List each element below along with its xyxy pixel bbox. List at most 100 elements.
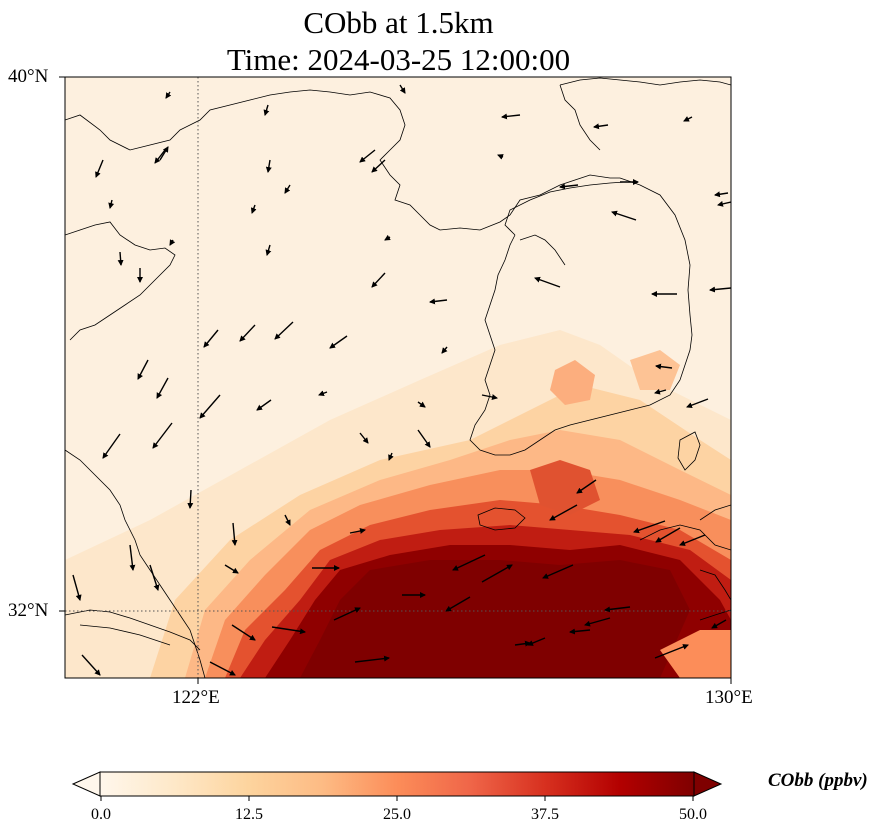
wind-arrow: [683, 116, 693, 122]
wind-arrow: [263, 104, 270, 116]
wind-arrow: [654, 388, 667, 395]
wind-arrow: [108, 199, 115, 209]
wind-arrow: [231, 522, 238, 546]
concentration-field: [65, 77, 731, 678]
wind-arrow: [371, 159, 386, 173]
axis-ticks: [59, 76, 732, 684]
wind-arrow: [72, 574, 82, 601]
colorbar-extend-min: [71, 771, 101, 797]
wind-arrow: [349, 528, 366, 534]
wind-arrow: [584, 617, 611, 627]
wind-arrow: [137, 359, 149, 380]
colorbar: [71, 771, 723, 801]
wind-arrow: [95, 159, 104, 178]
wind-arrow: [576, 479, 597, 494]
map-title-line-1: CObb at 1.5km: [303, 5, 494, 40]
coastlines: [65, 77, 731, 678]
wind-arrow: [604, 606, 631, 613]
wind-arrow: [417, 429, 431, 448]
wind-arrow: [611, 210, 637, 221]
wind-arrow: [354, 655, 390, 663]
colorbar-tick-2: 25.0: [383, 806, 411, 823]
wind-arrow: [209, 661, 236, 676]
wind-arrow: [129, 544, 136, 571]
wind-arrow: [102, 433, 121, 459]
wind-arrow: [239, 324, 256, 342]
wind-arrow: [709, 286, 731, 293]
wind-arrow: [265, 244, 272, 256]
wind-arrow: [359, 432, 369, 444]
wind-arrow: [417, 401, 426, 408]
wind-arrow: [441, 346, 448, 354]
wind-arrow: [654, 644, 689, 659]
wind-arrow: [284, 184, 291, 194]
wind-arrow: [452, 554, 486, 571]
wind-arrow: [117, 251, 124, 266]
wind-arrow: [250, 204, 257, 214]
wind-arrow: [388, 452, 394, 461]
wind-arrow: [633, 520, 666, 534]
wind-arrow: [542, 564, 574, 579]
wind-arrow: [399, 84, 406, 94]
wind-arrow: [199, 394, 221, 419]
gridlines: [65, 77, 731, 678]
wind-arrow: [81, 654, 101, 676]
wind-arrow: [655, 527, 681, 543]
wind-arrow: [549, 504, 578, 521]
wind-arrow: [717, 200, 731, 207]
wind-vectors: [72, 84, 731, 676]
wind-arrow: [284, 514, 291, 526]
wind-arrow: [714, 191, 729, 198]
lat-label-32n: 32°N: [8, 600, 49, 621]
wind-arrow: [711, 619, 727, 629]
map-frame: [64, 76, 732, 679]
wind-arrow: [655, 363, 673, 370]
wind-arrow: [187, 489, 194, 509]
wind-arrow: [429, 298, 448, 305]
wind-arrow: [159, 146, 169, 161]
wind-arrow: [384, 234, 391, 241]
lon-label-130e: 130°E: [705, 687, 753, 708]
wind-arrow: [274, 321, 294, 340]
wind-arrow: [679, 534, 706, 546]
colorbar-tick-1: 12.5: [235, 806, 263, 823]
wind-arrow: [569, 628, 591, 635]
colorbar-gradient: [100, 772, 694, 796]
colorbar-tick-4: 50.0: [679, 806, 707, 823]
wind-arrow: [527, 637, 546, 646]
wind-arrow: [152, 422, 173, 449]
wind-arrow: [149, 564, 160, 591]
colorbar-tick-3: 37.5: [531, 806, 559, 823]
wind-arrow: [333, 607, 361, 621]
wind-arrow: [534, 276, 561, 288]
wind-arrow: [371, 272, 386, 288]
wind-arrow: [256, 399, 272, 411]
lat-label-40n: 40°N: [8, 66, 49, 87]
wind-arrow: [318, 390, 328, 397]
wind-arrow: [686, 398, 709, 409]
wind-arrow: [445, 596, 471, 612]
wind-arrow: [271, 626, 306, 635]
wind-arrow: [593, 123, 609, 130]
wind-arrow: [224, 564, 239, 574]
wind-arrow: [497, 154, 504, 160]
wind-arrow: [359, 149, 376, 163]
lon-label-122e: 122°E: [172, 687, 220, 708]
wind-arrow: [265, 159, 272, 173]
wind-arrow: [481, 564, 513, 583]
wind-arrow: [501, 113, 521, 120]
map-title-line-2: Time: 2024-03-25 12:00:00: [226, 42, 571, 77]
wind-arrow: [169, 239, 176, 246]
wind-arrow: [231, 624, 256, 641]
wind-arrow: [156, 377, 169, 399]
wind-arrow: [203, 329, 219, 348]
wind-arrow: [154, 149, 166, 164]
wind-arrow: [329, 335, 348, 349]
wind-arrow: [559, 183, 579, 190]
colorbar-extend-max: [693, 771, 723, 797]
wind-arrow: [165, 91, 172, 99]
colorbar-tick-0: 0.0: [91, 806, 111, 823]
wind-arrow: [481, 394, 498, 400]
colorbar-label: CObb (ppbv): [768, 770, 868, 791]
